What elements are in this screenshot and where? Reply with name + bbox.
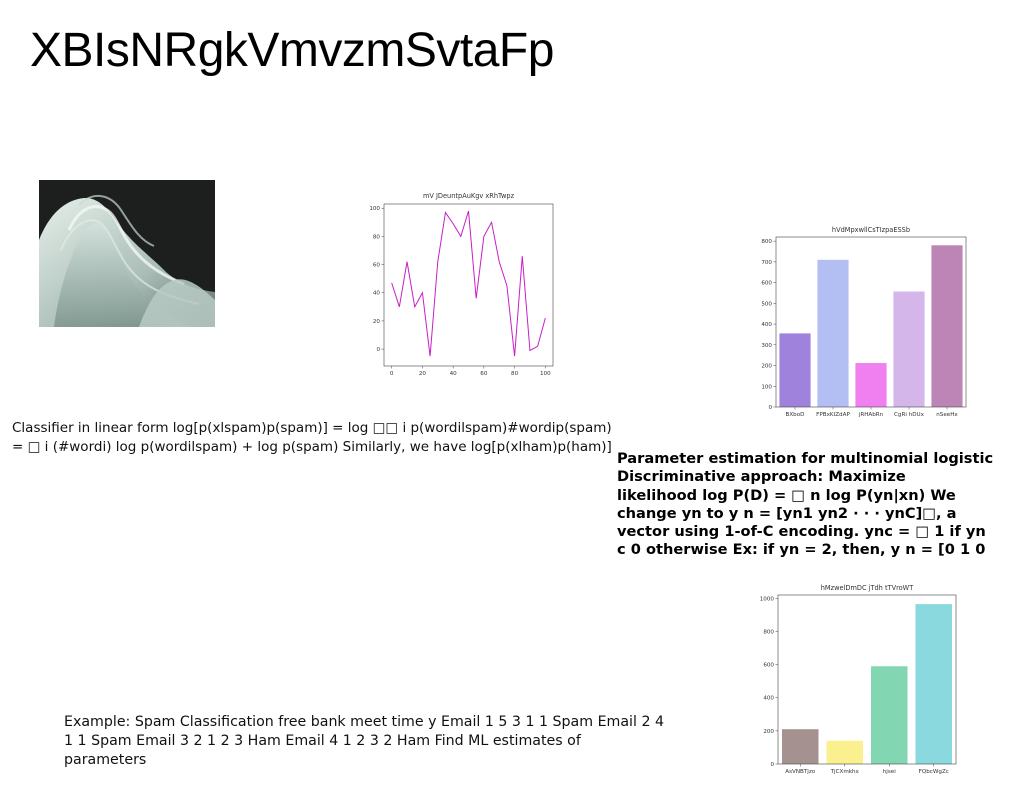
x-tick-label: FQbcWgZc [919,769,949,775]
y-tick-label: 200 [761,364,772,370]
example-text: Example: Spam Classification free bank m… [64,714,665,768]
x-tick-label: 80 [511,371,519,377]
x-tick-label: CgRi hDUx [894,412,925,418]
plot-frame [775,236,967,408]
y-tick-label: 60 [373,263,381,269]
y-tick-label: 80 [373,234,381,240]
y-tick-label: 600 [761,281,772,287]
bar [817,259,849,407]
bar [915,604,952,764]
abstract-wave-image [39,180,215,327]
y-tick-label: 1000 [760,596,775,602]
x-tick-label: 100 [540,371,551,377]
line-chart-svg: mV JDeuntpAuKgv xRhTwpz 0 20 40 60 80 100 0 20 40… [369,192,554,377]
x-tick-label: hjsei [883,769,896,775]
chart-title: hMzwelDmDC jTdh tTVroWT [821,584,914,592]
y-tick-label: 600 [763,663,774,669]
bar [782,729,819,764]
y-tick-label: 100 [369,206,380,212]
y-tick-label: 700 [761,260,772,266]
y-tick-label: 400 [761,322,772,328]
classifier-text: Classifier in linear form log[p(xlspam)p… [12,420,612,455]
x-tick-label: 20 [419,371,427,377]
x-tick-label: TjCXmkhx [830,769,860,775]
y-tick-label: 100 [761,384,772,390]
bar [871,666,908,764]
page-title: XBIsNRgkVmvzmSvtaFp [30,24,554,77]
x-tick-label: 60 [480,371,488,377]
bar [893,291,925,407]
y-tick-label: 20 [373,319,381,325]
y-tick-label: 0 [768,405,772,411]
x-tick-label: 0 [390,371,394,377]
chart-title: mV JDeuntpAuKgv xRhTwpz [423,192,515,200]
plot-frame [383,203,554,367]
bar-chart-bottom: hMzwelDmDC jTdh tTVroWT AsVNBTjzo TjCXmkhx… [752,582,962,778]
bar [931,245,963,407]
bar [826,740,863,764]
y-tick-label: 300 [761,343,772,349]
abstract-wave-graphic [39,180,215,327]
y-tick-label: 0 [376,347,380,353]
y-tick-label: 400 [763,696,774,702]
line-chart: mV JDeuntpAuKgv xRhTwpz 0 20 40 60 80 100 0 20 40… [366,190,558,380]
y-tick-label: 500 [761,301,772,307]
x-tick-label: FPBxKIZdAP [816,412,850,418]
y-tick-label: 40 [373,291,381,297]
bar-chart-top-svg: hVdMpxwllCsTIzpaESSb BXboD FPBxKIZdAP jRHAb… [761,226,967,418]
y-tick-label: 800 [761,239,772,245]
y-tick-label: 800 [763,629,774,635]
bar [779,333,811,407]
x-tick-label: AsVNBTjzo [785,769,815,775]
x-tick-label: BXboD [786,412,805,418]
y-tick-label: 200 [763,729,774,735]
bar-chart-bottom-svg: hMzwelDmDC jTdh tTVroWT AsVNBTjzo TjCXmkhx… [760,584,957,775]
parameter-estimation-text: Parameter estimation for multinomial log… [617,450,994,559]
x-tick-label: 40 [450,371,458,377]
chart-title: hVdMpxwllCsTIzpaESSb [832,226,910,234]
y-tick-label: 0 [770,762,774,768]
bar [855,363,887,407]
bar-chart-top: hVdMpxwllCsTIzpaESSb BXboD FPBxKIZdAP jRHAb… [752,224,972,420]
series-line [391,210,546,357]
x-tick-label: jRHAbRn [858,412,884,418]
x-tick-label: nSeeHx [936,412,958,418]
plot-frame [777,594,957,765]
